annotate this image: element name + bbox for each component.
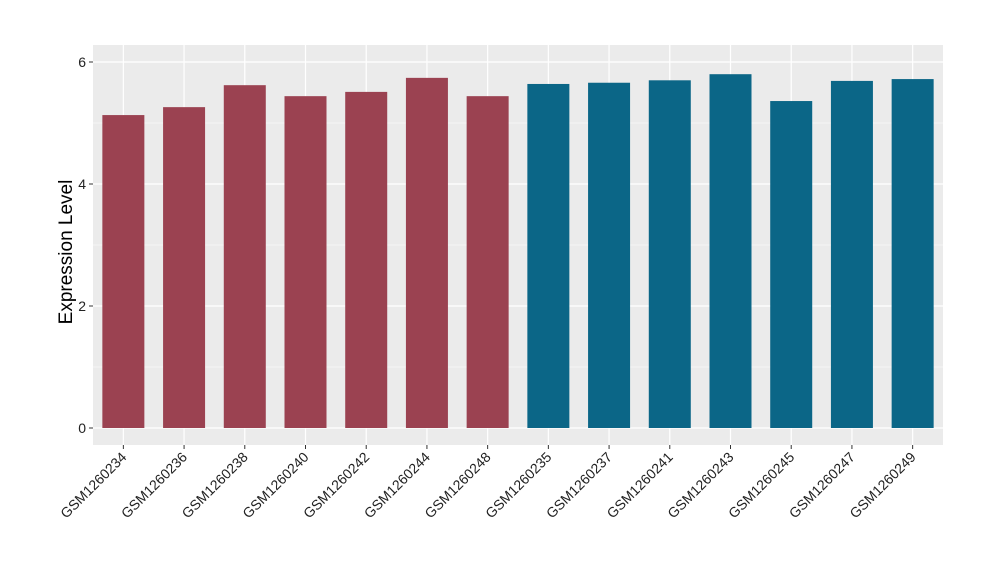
bar-GSM1260237 <box>588 82 631 429</box>
bar-GSM1260235 <box>527 83 570 429</box>
y-tick-label: 4 <box>78 176 86 192</box>
bar-GSM1260248 <box>466 96 509 428</box>
bar-GSM1260241 <box>648 80 691 429</box>
bar-GSM1260242 <box>345 91 388 428</box>
y-tick-label: 2 <box>78 298 86 314</box>
y-axis: 0 2 4 6 <box>78 54 93 436</box>
bar-GSM1260238 <box>223 85 266 429</box>
bar-GSM1260234 <box>102 115 145 428</box>
bar-GSM1260240 <box>284 96 327 428</box>
y-axis-label: Expression Level <box>56 180 77 325</box>
y-tick-label: 6 <box>78 54 86 70</box>
bar-GSM1260236 <box>163 107 206 428</box>
bar-GSM1260247 <box>830 80 873 428</box>
x-axis: GSM1260234GSM1260236GSM1260238GSM1260240… <box>57 445 919 521</box>
bar-GSM1260249 <box>891 79 934 428</box>
bars <box>102 74 934 429</box>
y-tick-label: 0 <box>78 420 86 436</box>
bar-GSM1260245 <box>770 101 813 428</box>
bar-GSM1260243 <box>709 74 752 428</box>
bar-GSM1260244 <box>405 77 448 429</box>
